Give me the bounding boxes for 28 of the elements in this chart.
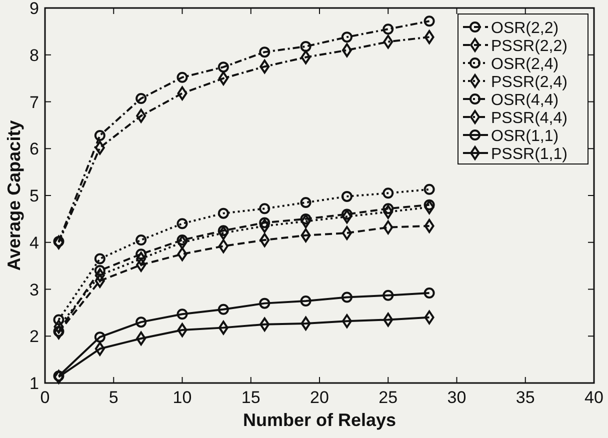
y-tick-label: 5 (30, 186, 39, 206)
legend-label: PSSR(1,1) (491, 146, 568, 163)
y-tick-label: 7 (30, 92, 39, 112)
y-tick-label: 3 (30, 280, 39, 300)
x-tick-label: 40 (584, 388, 604, 407)
x-tick-label: 20 (310, 388, 329, 407)
x-tick-label: 10 (172, 388, 192, 407)
y-axis-title: Average Capacity (4, 120, 24, 271)
legend-label: PSSR(2,4) (491, 74, 568, 91)
y-tick-label: 6 (30, 140, 39, 159)
legend-label: OSR(1,1) (491, 128, 559, 145)
legend-label: OSR(2,2) (491, 20, 559, 37)
legend-label: PSSR(4,4) (491, 110, 568, 127)
y-tick-label: 4 (30, 233, 39, 252)
legend-label: OSR(4,4) (491, 92, 559, 109)
x-axis-title: Number of Relays (242, 410, 396, 430)
legend-label: OSR(2,4) (491, 56, 559, 73)
y-tick-label: 2 (30, 327, 39, 346)
y-tick-label: 1 (30, 374, 39, 393)
x-tick-label: 0 (40, 388, 50, 407)
legend-label: PSSR(2,2) (491, 38, 568, 55)
y-tick-label: 8 (30, 46, 39, 65)
x-tick-label: 30 (447, 388, 466, 407)
x-tick-label: 35 (516, 388, 535, 407)
x-tick-label: 5 (108, 388, 118, 407)
x-tick-label: 15 (241, 388, 260, 407)
y-tick-label: 9 (30, 0, 39, 18)
x-tick-label: 25 (378, 388, 398, 407)
